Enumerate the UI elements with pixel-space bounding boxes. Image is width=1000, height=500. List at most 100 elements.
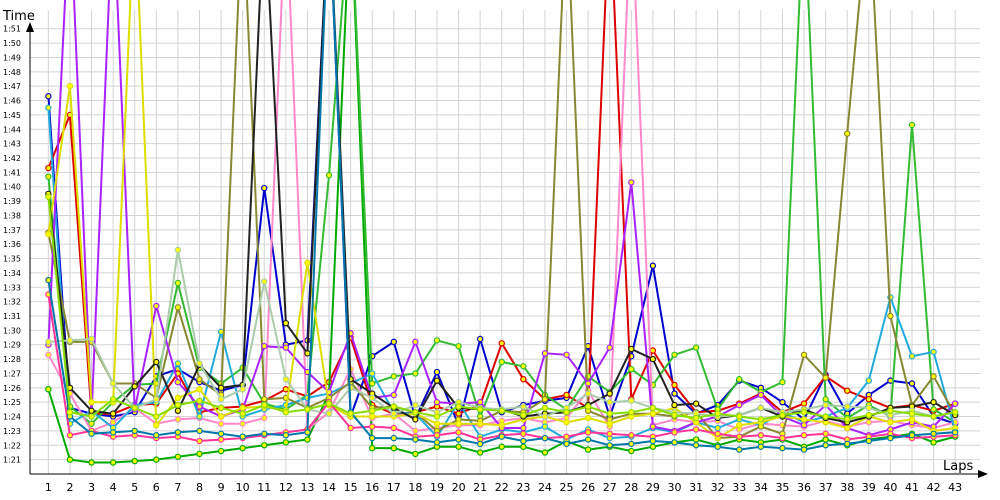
data-point <box>865 411 873 419</box>
data-point <box>800 416 808 423</box>
x-tick-label: 40 <box>883 481 897 494</box>
data-point <box>455 429 462 436</box>
data-point <box>908 410 916 417</box>
data-point <box>45 230 52 238</box>
y-axis-title: Time <box>2 9 35 24</box>
y-tick-label: 1:22 <box>3 441 21 450</box>
data-point <box>153 421 160 429</box>
data-point <box>45 173 52 180</box>
data-point <box>908 353 916 360</box>
data-point <box>692 426 700 433</box>
y-tick-label: 1:49 <box>3 53 21 62</box>
data-point <box>131 383 138 390</box>
y-tick-label: 1:33 <box>3 283 21 292</box>
y-tick-label: 1:23 <box>3 427 21 436</box>
data-point <box>282 432 290 439</box>
data-point <box>520 430 527 437</box>
data-point <box>865 377 873 384</box>
data-point <box>109 429 117 436</box>
y-tick-label: 1:25 <box>3 398 21 407</box>
data-point <box>930 413 937 420</box>
y-tick-label: 1:34 <box>3 269 21 278</box>
x-tick-label: 38 <box>840 481 854 494</box>
data-point <box>736 433 743 440</box>
x-tick-label: 29 <box>646 481 660 494</box>
data-point <box>628 345 635 353</box>
data-point <box>584 436 592 443</box>
data-point <box>671 411 678 419</box>
data-point <box>196 403 203 410</box>
x-tick-label: 16 <box>365 481 379 494</box>
y-tick-label: 1:51 <box>3 25 21 34</box>
y-tick-label: 1:48 <box>3 68 21 77</box>
data-point <box>390 373 398 380</box>
data-point <box>196 437 203 445</box>
data-point <box>736 446 743 453</box>
data-point <box>498 407 505 414</box>
data-point <box>261 396 268 403</box>
data-point <box>844 416 851 423</box>
data-point <box>304 259 311 267</box>
data-point <box>455 403 462 410</box>
x-tick-label: 6 <box>153 481 160 494</box>
data-point <box>822 401 829 409</box>
data-point <box>153 358 160 366</box>
data-point <box>844 403 851 410</box>
x-tick-label: 12 <box>279 481 293 494</box>
data-point <box>433 398 441 406</box>
data-point <box>476 335 484 343</box>
data-point <box>390 424 398 432</box>
x-tick-label: 32 <box>711 481 725 494</box>
data-point <box>174 304 182 311</box>
data-point <box>390 403 398 410</box>
data-point <box>153 302 160 310</box>
data-point <box>369 380 376 387</box>
data-point <box>109 396 117 403</box>
data-point <box>88 335 95 343</box>
data-point <box>174 401 182 409</box>
data-point <box>520 376 527 383</box>
data-point <box>66 337 74 344</box>
y-tick-labels: 1:21 1:22 1:23 1:24 1:25 1:26 1:27 1:28 1:29 1:30… <box>3 25 21 465</box>
x-tick-label: 13 <box>300 481 314 494</box>
data-point <box>649 404 657 412</box>
data-point <box>736 421 743 429</box>
y-tick-label: 1:21 <box>3 456 21 465</box>
series-14 <box>45 193 959 423</box>
data-point <box>714 410 721 417</box>
data-point <box>520 424 527 432</box>
data-point <box>131 404 138 412</box>
data-point <box>692 344 700 351</box>
data-point <box>153 396 160 403</box>
data-point <box>628 365 635 373</box>
data-point <box>412 436 419 443</box>
data-point <box>736 376 743 383</box>
x-tick-label: 41 <box>905 481 919 494</box>
data-point <box>369 423 376 430</box>
data-point <box>455 443 462 450</box>
y-tick-label: 1:31 <box>3 312 21 321</box>
data-point <box>455 420 462 427</box>
x-tick-label: 20 <box>452 481 466 494</box>
data-point <box>433 439 441 446</box>
data-point <box>692 436 700 443</box>
data-point <box>325 400 333 407</box>
data-point <box>800 432 808 439</box>
data-point <box>239 410 246 417</box>
y-tick-label: 1:30 <box>3 326 21 335</box>
data-point <box>844 130 851 137</box>
data-point <box>606 410 613 417</box>
x-tick-label: 10 <box>236 481 250 494</box>
data-point <box>908 416 916 423</box>
data-point <box>88 407 95 414</box>
data-point <box>714 424 721 432</box>
y-tick-label: 1:35 <box>3 255 21 264</box>
data-point <box>412 416 419 423</box>
y-tick-label: 1:26 <box>3 384 21 393</box>
data-point <box>239 433 246 440</box>
data-point <box>282 344 290 351</box>
data-point <box>844 387 851 394</box>
data-point <box>304 406 311 413</box>
data-point <box>628 397 635 404</box>
data-point <box>887 407 894 414</box>
